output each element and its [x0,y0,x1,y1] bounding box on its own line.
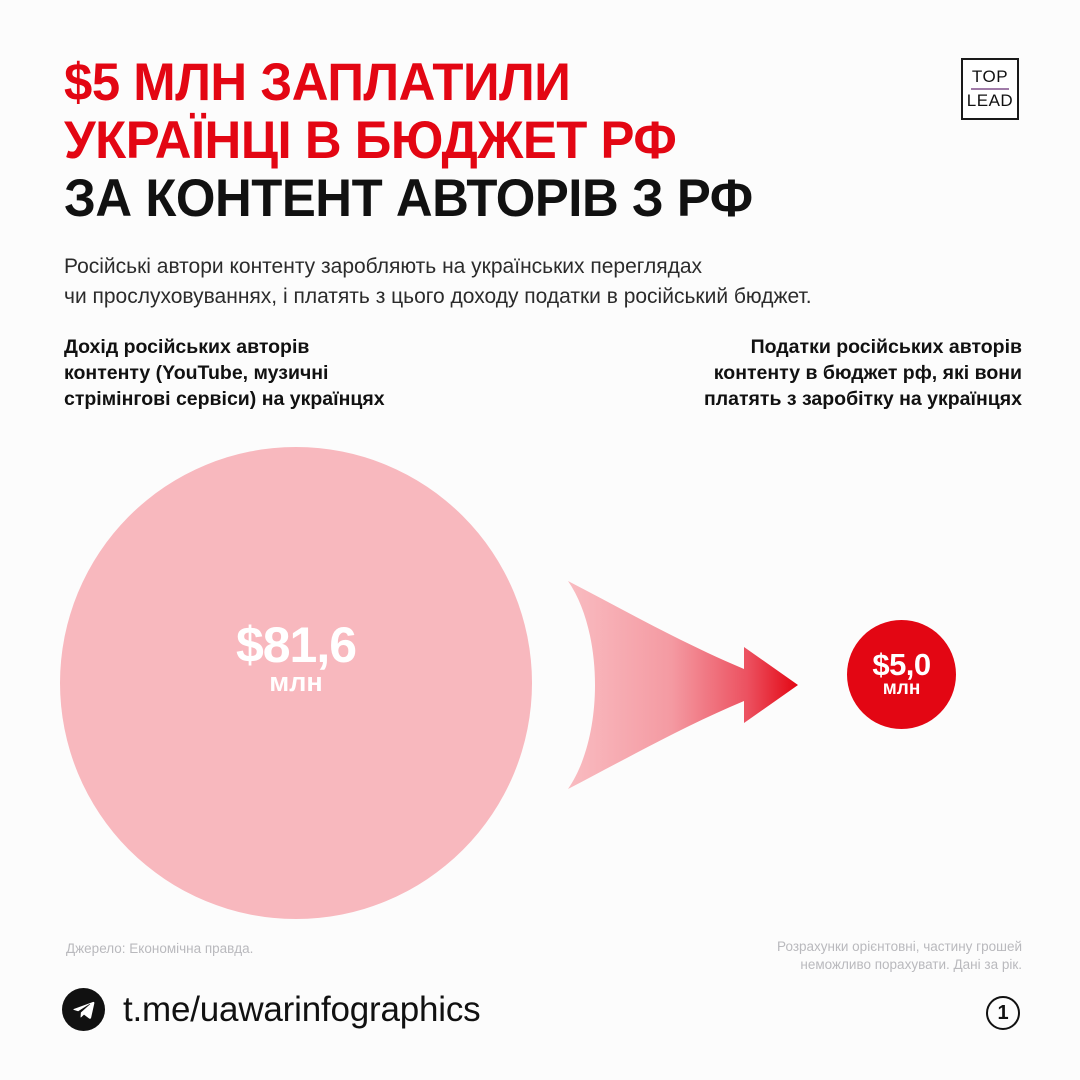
tax-bubble: $5,0 млн [847,620,956,729]
logo-lead-text: LEAD [966,91,1014,110]
telegram-url-text: t.me/uawarinfographics [123,989,481,1029]
left-heading-line-2: контенту (YouTube, музичні [64,362,329,384]
disclaimer-line-2: неможливо порахувати. Дані за рік. [800,957,1022,972]
logo-divider [971,88,1009,90]
telegram-icon [62,988,105,1031]
title-line-1: $5 МЛН ЗАПЛАТИЛИ [64,53,571,112]
intro-line-1: Російські автори контенту заробляють на … [64,255,703,278]
title-line-2: УКРАЇНЦІ В БЮДЖЕТ РФ [64,111,677,170]
disclaimer-line-1: Розрахунки орієнтовні, частину грошей [777,939,1022,954]
right-heading-line-1: Податки російських авторів [750,336,1022,358]
telegram-link[interactable]: t.me/uawarinfographics [62,988,481,1031]
income-amount: $81,6 [235,617,357,673]
toplead-logo: TOP LEAD [961,58,1019,120]
tax-amount: $5,0 [872,647,931,682]
right-column-heading: Податки російських авторів контенту в бю… [552,334,1022,412]
income-bubble [60,447,532,919]
transition-arrow-icon [562,575,812,795]
left-heading-line-1: Дохід російських авторів [64,336,310,358]
logo-top-text: TOP [971,67,1009,87]
source-note: Джерело: Економічна правда. [66,940,253,958]
income-unit: млн [269,667,323,697]
right-heading-line-2: контенту в бюджет рф, які вони [713,362,1022,384]
tax-unit: млн [882,678,921,699]
disclaimer-note: Розрахунки орієнтовні, частину грошей не… [622,938,1022,974]
left-column-heading: Дохід російських авторів контенту (YouTu… [64,334,534,412]
page-title: $5 МЛН ЗАПЛАТИЛИ УКРАЇНЦІ В БЮДЖЕТ РФ ЗА… [64,54,944,228]
intro-line-2: чи прослуховуваннях, і платять з цього д… [64,285,812,308]
right-heading-line-3: платять з заробітку на українцях [703,388,1022,410]
title-line-3: ЗА КОНТЕНТ АВТОРІВ З РФ [64,169,753,228]
intro-paragraph: Російські автори контенту заробляють на … [64,252,1004,312]
income-bubble-label: $81,6 млн [60,620,532,696]
source-note-text: Джерело: Економічна правда. [66,941,254,956]
page-number-badge: 1 [986,996,1020,1030]
left-heading-line-3: стрімінгові сервіси) на українцях [64,388,385,410]
